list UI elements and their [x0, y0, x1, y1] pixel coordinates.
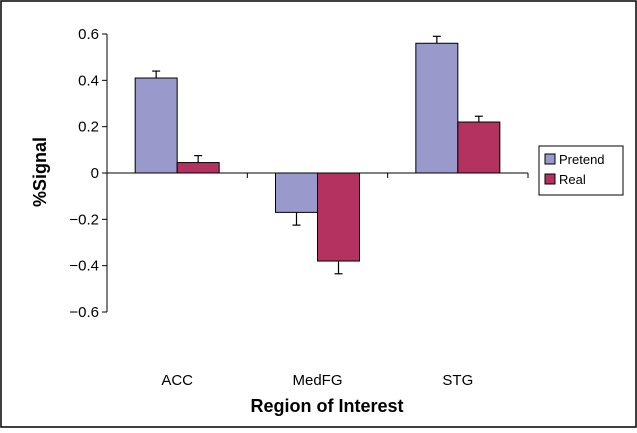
- x-tick-label: MedFG: [292, 372, 342, 389]
- bar-real-stg: [457, 121, 501, 174]
- y-axis-title: %Signal: [30, 137, 50, 207]
- chart-marks: 0.6 0.4 0.2 0 −0.2 −0.4 −0.6 ACC MedFG STG Pretend…: [69, 26, 624, 389]
- x-tick-label: ACC: [161, 372, 193, 389]
- legend-label-pretend: Pretend: [559, 152, 605, 167]
- bar-real-acc: [176, 162, 220, 174]
- bar-real-medfg: [317, 172, 360, 262]
- y-tick-label: 0.6: [78, 26, 99, 43]
- legend-label-real: Real: [559, 172, 586, 187]
- y-tick-label: 0: [91, 165, 99, 182]
- y-tick-label: −0.4: [69, 258, 99, 275]
- legend-swatch-real: [544, 173, 556, 185]
- bar-pretend-stg: [415, 42, 459, 174]
- bar-pretend-acc: [134, 77, 178, 174]
- y-tick-label: −0.2: [69, 211, 99, 228]
- x-axis-title: Region of Interest: [250, 396, 403, 416]
- legend-swatch-pretend: [544, 153, 556, 165]
- y-tick-label: −0.6: [69, 304, 99, 321]
- x-tick-label: STG: [442, 372, 473, 389]
- y-tick-label: 0.2: [78, 119, 99, 136]
- y-tick-label: 0.4: [78, 72, 99, 89]
- bar-pretend-medfg: [275, 172, 318, 213]
